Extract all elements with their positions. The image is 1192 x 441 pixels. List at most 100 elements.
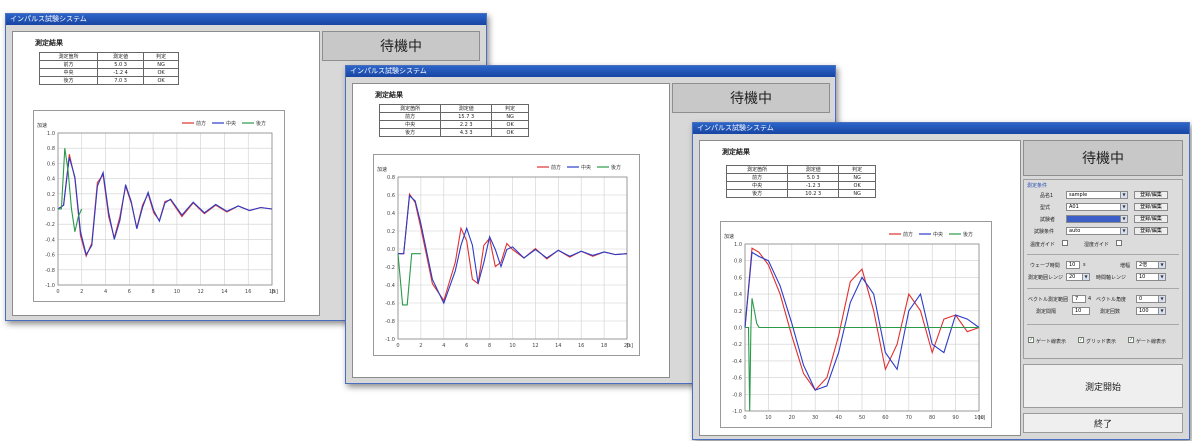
field-label: ベクトル測定範囲 [1028,297,1069,303]
count-select[interactable]: 100 ▼ [1136,307,1166,315]
checkbox-label: グリッド表示 [1086,339,1117,345]
series-line-1 [57,154,273,258]
table-cell: 7.0 3 [96,76,145,85]
status-display: 待機中 [672,83,830,113]
table-row: 中央 -1.2 4 OK [39,68,179,77]
edit-button[interactable]: 登録/編集 [1134,215,1168,223]
grid-checkbox[interactable]: ✓ [1078,337,1084,343]
table-cell: 後方 [378,128,442,137]
y-tick-label: -1.0 [385,337,395,343]
result-title: 測定結果 [375,91,403,99]
x-tick-label: 6 [465,343,468,349]
legend-label: 後方 [611,164,621,171]
result-panel: 測定結果 測定箇所 測定値 判定 前方 5.0 3 NG 中央 -1.2 3 OK 後方 10… [699,140,1021,436]
chevron-down-icon[interactable]: ▼ [1120,228,1127,234]
table-cell: 前方 [39,60,98,69]
x-tick-label: 2 [80,289,83,295]
chevron-down-icon[interactable]: ▼ [1082,274,1089,280]
chevron-down-icon[interactable]: ▼ [1120,192,1127,198]
edit-button[interactable]: 登録/編集 [1134,203,1168,211]
table-header-row: 測定箇所 測定値 判定 [378,104,529,113]
divider [1027,254,1179,255]
y-tick-label: -0.8 [732,392,742,398]
table-header-row: 測定箇所 測定値 判定 [39,52,179,61]
y-tick-label: 0.0 [47,207,55,213]
waveform-chart: 加速1.0 0.8 0.6 0.4 0.2 0.0 -0.2 -0.4 -0.6 -0.8 -1.0… [37,120,278,295]
column-header: 判定 [143,52,179,61]
wave-time-input[interactable]: 10 [1066,261,1080,269]
x-tick-label: 100 [974,415,984,421]
x-tick-label: 18 [601,343,607,349]
legend-label: 中央 [226,120,236,127]
field-label: 型式 [1040,205,1051,211]
x-tick-label: 60 [882,415,888,421]
chevron-down-icon[interactable]: ▼ [1120,204,1127,210]
y-tick-label: 0.6 [47,161,55,167]
table-cell: 中央 [725,181,789,190]
select-value: 2倍 [1139,262,1148,268]
input-value: 10 [1069,262,1076,268]
checkbox-label: ゲート線表示 [1136,339,1167,345]
chevron-down-icon[interactable]: ▼ [1120,216,1127,222]
edit-button[interactable]: 登録/編集 [1134,227,1168,235]
table-header-row: 測定箇所 測定値 判定 [725,165,876,174]
gate-line-checkbox-2[interactable]: ✓ [1128,337,1134,343]
table-cell: 前方 [378,112,442,121]
result-panel: 測定結果 測定箇所 測定値 判定 前方 5.0 3 NG 中央 -1.2 4 OK 後方 7.… [12,31,320,316]
x-tick-label: 18 [269,289,275,295]
legend-label: 中央 [933,231,943,238]
interval-input[interactable]: 10 [1072,307,1090,315]
x-tick-label: 10 [509,343,515,349]
x-tick-label: 12 [197,289,203,295]
product-select[interactable]: sample ▼ [1066,191,1128,199]
field-label: 測定間隔 [1036,309,1057,315]
table-cell: NG [838,173,876,182]
select-value: 10 [1139,274,1146,280]
series-line-3 [58,148,83,232]
y-tick-label: -0.2 [385,265,395,271]
x-tick-label: 20 [624,343,630,349]
tester-select[interactable]: ▼ [1066,215,1128,223]
window-titlebar[interactable]: インパルス試験システム [346,66,835,77]
x-tick-label: 2 [419,343,422,349]
condition-select[interactable]: auto ▼ [1066,227,1128,235]
chevron-down-icon[interactable]: ▼ [1158,296,1165,302]
vector-range-input[interactable]: 7 [1072,295,1086,303]
select-value: auto [1069,228,1081,234]
gate-line-checkbox[interactable]: ✓ [1028,337,1034,343]
time-range-select[interactable]: 10 ▼ [1136,273,1166,281]
exit-button[interactable]: 終了 [1023,413,1183,433]
model-select[interactable]: A01 ▼ [1066,203,1128,211]
window-titlebar[interactable]: インパルス試験システム [6,14,486,25]
table-cell: 中央 [39,68,98,77]
table-cell: OK [143,76,179,85]
x-tick-label: 4 [104,289,107,295]
start-measurement-button[interactable]: 測定開始 [1023,364,1183,408]
window-titlebar[interactable]: インパルス試験システム [693,123,1189,134]
temperature-guide-checkbox[interactable] [1062,240,1068,246]
humidity-guide-checkbox[interactable] [1116,240,1122,246]
table-row: 後方 4.3 3 OK [378,128,529,137]
chevron-down-icon[interactable]: ▼ [1158,262,1165,268]
y-tick-label: -0.2 [732,342,742,348]
control-panel: 待機中 [322,29,482,317]
edit-button[interactable]: 登録/編集 [1134,191,1168,199]
select-value: 100 [1139,308,1149,314]
legend-label: 前方 [196,120,206,127]
chevron-down-icon[interactable]: ▼ [1158,274,1165,280]
vector-angle-select[interactable]: 0 ▼ [1136,295,1166,303]
window-title: インパルス試験システム [350,67,427,75]
field-label: 測定回数 [1100,309,1121,315]
x-tick-label: 90 [952,415,958,421]
table-cell: 前方 [725,173,789,182]
table-cell: 中央 [378,120,442,129]
input-value: 10 [1075,308,1082,314]
checkbox-label: ゲート線表示 [1036,339,1067,345]
chevron-down-icon[interactable]: ▼ [1158,308,1165,314]
column-header: 判定 [838,165,876,174]
y-tick-label: 0.6 [387,193,395,199]
y-tick-label: 0.4 [47,177,55,183]
x-tick-label: 80 [929,415,935,421]
range-select[interactable]: 20 ▼ [1066,273,1090,281]
gain-select[interactable]: 2倍 ▼ [1136,261,1166,269]
